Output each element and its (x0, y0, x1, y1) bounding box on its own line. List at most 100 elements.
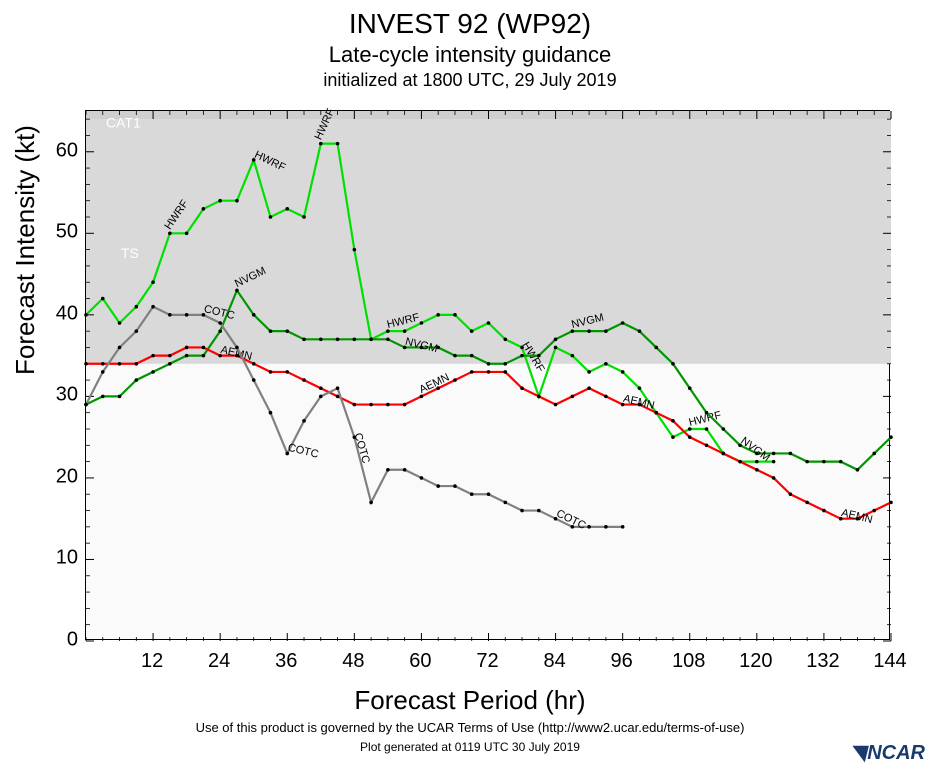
data-point (369, 403, 373, 407)
data-point (336, 338, 340, 342)
data-point (218, 329, 222, 333)
data-point (353, 338, 357, 342)
data-point (705, 444, 709, 448)
data-point (386, 403, 390, 407)
x-tick-label: 120 (739, 650, 772, 673)
data-point (571, 354, 575, 358)
data-point (654, 346, 658, 350)
data-point (587, 370, 591, 374)
data-point (185, 346, 189, 350)
data-point (805, 501, 809, 505)
data-point (151, 354, 155, 358)
data-point (202, 207, 206, 211)
data-point (721, 452, 725, 456)
data-point (168, 354, 172, 358)
data-point (252, 378, 256, 382)
footer-plotgen: Plot generated at 0119 UTC 30 July 2019 (0, 740, 940, 754)
data-point (721, 427, 725, 431)
x-tick-label: 48 (342, 650, 364, 673)
data-point (537, 354, 541, 358)
data-point (621, 525, 625, 529)
footer-terms: Use of this product is governed by the U… (0, 720, 940, 735)
data-point (269, 329, 273, 333)
x-tick-label: 96 (611, 650, 633, 673)
data-point (302, 419, 306, 423)
data-point (302, 338, 306, 342)
data-point (839, 460, 843, 464)
data-point (319, 338, 323, 342)
data-point (453, 313, 457, 317)
data-point (470, 354, 474, 358)
x-tick-label: 60 (409, 650, 431, 673)
data-point (135, 362, 139, 366)
data-point (671, 435, 675, 439)
plot-svg: CAT1TSHWRFHWRFHWRFHWRFHWRFHWRFNVGMNVGMNV… (86, 111, 889, 639)
data-point (84, 403, 88, 407)
x-tick-label: 144 (873, 650, 906, 673)
data-point (353, 403, 357, 407)
data-point (118, 362, 122, 366)
data-point (168, 313, 172, 317)
data-point (302, 378, 306, 382)
data-point (537, 509, 541, 513)
data-point (872, 452, 876, 456)
data-point (772, 476, 776, 480)
data-point (755, 468, 759, 472)
data-point (805, 460, 809, 464)
data-point (638, 386, 642, 390)
data-point (503, 338, 507, 342)
title-block: INVEST 92 (WP92) Late-cycle intensity gu… (0, 8, 940, 93)
data-point (386, 468, 390, 472)
x-tick-label: 36 (275, 650, 297, 673)
ts-label: TS (121, 245, 139, 261)
data-point (688, 435, 692, 439)
data-point (822, 509, 826, 513)
data-point (369, 338, 373, 342)
data-point (520, 509, 524, 513)
x-tick-label: 108 (672, 650, 705, 673)
data-point (218, 199, 222, 203)
data-point (503, 501, 507, 505)
data-point (772, 452, 776, 456)
chart-container: INVEST 92 (WP92) Late-cycle intensity gu… (0, 0, 940, 780)
data-point (554, 346, 558, 350)
data-point (118, 346, 122, 350)
data-point (285, 329, 289, 333)
data-point (269, 215, 273, 219)
data-point (856, 468, 860, 472)
data-point (889, 501, 893, 505)
data-point (453, 378, 457, 382)
x-tick-label: 132 (806, 650, 839, 673)
data-point (185, 313, 189, 317)
data-point (386, 338, 390, 342)
data-point (537, 395, 541, 399)
data-point (269, 370, 273, 374)
title-main: INVEST 92 (WP92) (0, 8, 940, 40)
data-point (202, 346, 206, 350)
data-point (135, 305, 139, 309)
x-tick-label: 12 (141, 650, 163, 673)
title-sub: Late-cycle intensity guidance (0, 42, 940, 68)
data-point (403, 403, 407, 407)
data-point (101, 362, 105, 366)
data-point (118, 321, 122, 325)
data-point (755, 460, 759, 464)
data-point (872, 509, 876, 513)
series-label: COTC (351, 432, 371, 465)
data-point (520, 386, 524, 390)
series-label: AEMN (417, 371, 451, 396)
data-point (403, 468, 407, 472)
data-point (487, 370, 491, 374)
ncar-logo: NCAR (850, 740, 925, 765)
data-point (789, 492, 793, 496)
data-point (789, 452, 793, 456)
data-point (252, 362, 256, 366)
y-tick-label: 60 (56, 139, 78, 162)
x-tick-label: 72 (476, 650, 498, 673)
data-point (218, 321, 222, 325)
data-point (84, 362, 88, 366)
data-point (453, 484, 457, 488)
data-point (135, 329, 139, 333)
series-label: COTC (554, 508, 587, 532)
data-point (654, 411, 658, 415)
